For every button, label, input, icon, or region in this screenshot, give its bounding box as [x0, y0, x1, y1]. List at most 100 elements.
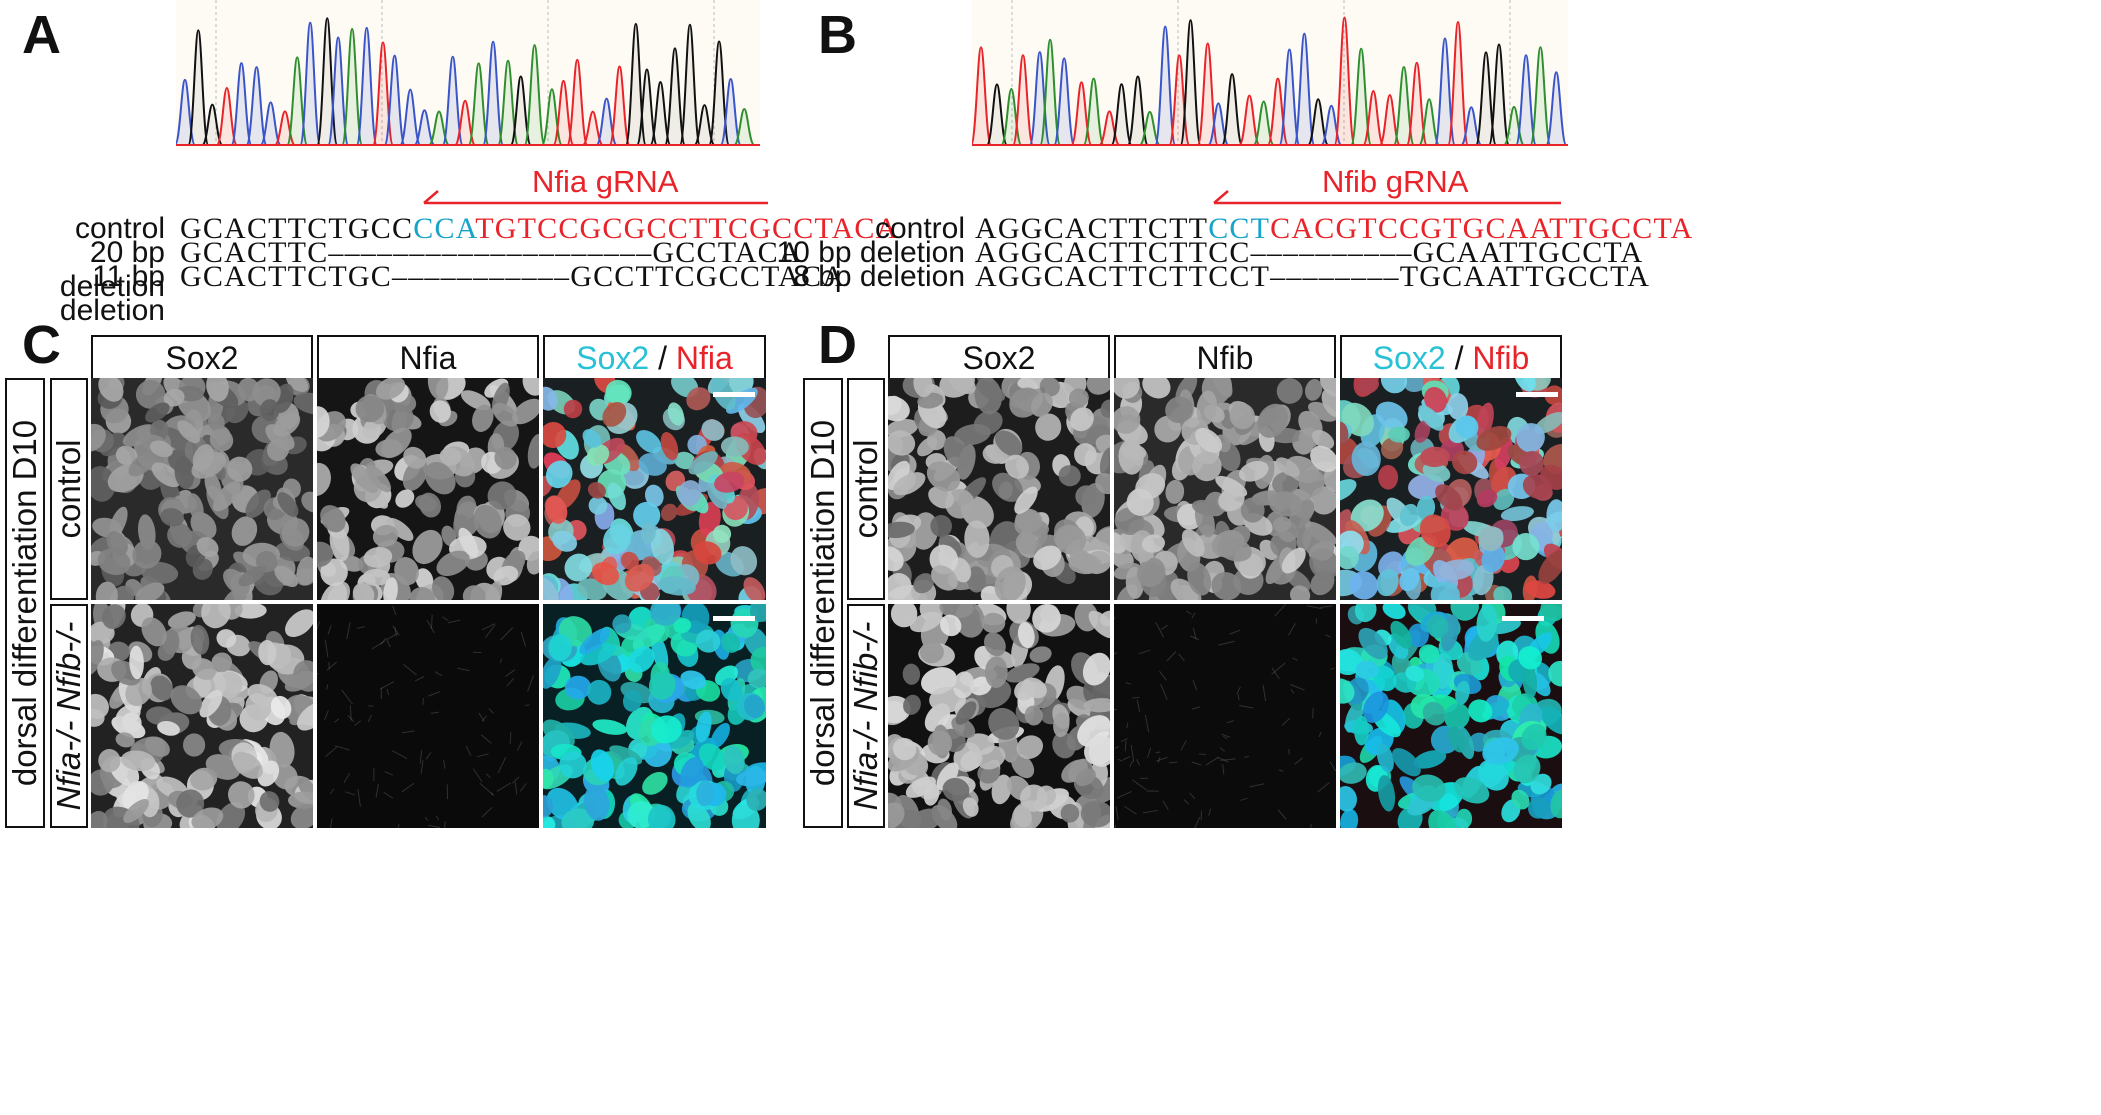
chromatogram-peak	[1154, 25, 1177, 146]
chromatogram-peak	[1362, 90, 1385, 146]
d-row-label-knockout: Nfia-/- Nfib-/-	[847, 604, 885, 828]
sequence-segment: GCACTTCTGC–––––––––––GCCTTCGCCTACA	[180, 260, 846, 293]
d-row-label-control: control	[847, 378, 885, 600]
chromatogram-peak	[201, 103, 224, 146]
d-row-control-text: control	[847, 439, 884, 539]
sequence-segment: AGGCACTTCTTCC––––––––––GCAATTGCCTA	[975, 236, 1644, 269]
chromatogram-peak	[1515, 54, 1538, 146]
chromatogram-peak	[663, 47, 686, 146]
grna-arrow-a	[423, 190, 768, 205]
c-image-knockout-sox2	[91, 604, 313, 828]
c-image-knockout-merge	[543, 604, 766, 828]
chromatogram-peak	[187, 29, 210, 146]
chromatogram-peak	[441, 55, 464, 146]
chromatogram-peak	[327, 36, 350, 146]
d-image-control-nfib	[1114, 378, 1336, 600]
merge-nfia-label: Nfia	[675, 340, 733, 376]
sequence-row-label: 11 bp deletion	[59, 260, 165, 327]
chromatogram-peak	[635, 68, 658, 146]
chromatogram-peak	[1529, 46, 1552, 146]
sequence-row-label: 20 bp deletion	[59, 236, 165, 303]
chromatogram-peak	[413, 109, 436, 146]
chromatogram-peak	[1012, 54, 1034, 146]
c-row-group-label: dorsal differentiation D10	[5, 378, 45, 828]
c-row-label-knockout: Nfia-/- Nfib-/-	[50, 604, 88, 828]
sequence-row: GCACTTCTGCCCCATGTCCGCGCCTTCGCCTACA	[180, 212, 899, 246]
chromatogram-peak	[985, 83, 1008, 146]
chromatogram-peak	[1138, 110, 1161, 146]
c-header-nfia: Nfia	[317, 335, 539, 381]
chromatogram-a-svg	[176, 0, 760, 146]
panel-label-d: D	[818, 315, 857, 375]
d-image-knockout-merge	[1340, 604, 1562, 828]
chromatogram-peak	[383, 54, 406, 146]
chromatogram-peak	[1221, 73, 1244, 146]
sequence-row: AGGCACTTCTTCCT––––––––TGCAATTGCCTA	[975, 260, 1650, 294]
chromatogram-peak	[1418, 98, 1441, 146]
merge-nfib-label: Nfib	[1472, 340, 1530, 376]
chromatogram-peak	[1238, 94, 1261, 146]
sequence-row: AGGCACTTCTTCCTCACGTCCGTGCAATTGCCTA	[975, 212, 1693, 246]
chromatogram-peak	[678, 23, 701, 146]
sequence-row-label: 10 bp deletion	[776, 236, 966, 269]
chromatogram-peak	[215, 86, 238, 146]
sequence-row: GCACTTC––––––––––––––––––––GCCTACA	[180, 236, 802, 270]
chromatogram-peak	[1039, 38, 1062, 146]
sequence-segment: TGTCCGCGCCTTCGCCTACA	[475, 212, 899, 245]
d-row-group-text: dorsal differentiation D10	[804, 419, 841, 787]
grna-arrow-b	[1213, 190, 1561, 205]
d-image-knockout-sox2	[888, 604, 1110, 828]
sequence-segment: AGGCACTTCTT	[975, 212, 1209, 245]
d-image-control-merge	[1340, 378, 1562, 600]
sequence-segment: GCACTTC––––––––––––––––––––GCCTACA	[180, 236, 802, 269]
chromatogram-peak	[1110, 83, 1133, 146]
sequence-row: GCACTTCTGC–––––––––––GCCTTCGCCTACA	[180, 260, 845, 294]
merge-sox2-label: Sox2	[576, 340, 650, 376]
c-header-sox2: Sox2	[91, 335, 313, 381]
merge-separator: /	[1445, 340, 1473, 376]
panel-label-a: A	[22, 5, 61, 65]
sequence-segment: CCT	[1208, 212, 1271, 245]
sequence-row: AGGCACTTCTTCC––––––––––GCAATTGCCTA	[975, 236, 1643, 270]
chromatogram-peak	[1053, 57, 1076, 146]
sequence-segment: CCA	[413, 212, 476, 245]
chromatogram-peak	[566, 58, 589, 146]
sequence-segment: GCACTTCTGCC	[180, 212, 414, 245]
scale-bar	[1502, 616, 1544, 621]
d-header-nfib: Nfib	[1114, 335, 1336, 381]
chromatogram-b	[972, 0, 1568, 150]
chromatogram-peak	[719, 77, 742, 146]
chromatogram-peak	[523, 44, 546, 146]
chromatogram-peak	[649, 81, 672, 146]
d-header-merge: Sox2 / Nfib	[1340, 335, 1562, 381]
c-image-control-sox2	[91, 378, 313, 600]
chromatogram-peak	[1293, 32, 1316, 146]
d-image-control-sox2	[888, 378, 1110, 600]
panel-label-b: B	[818, 5, 857, 65]
chromatogram-peak	[733, 107, 756, 146]
sequence-segment: CACGTCCGTGCAATTGCCTA	[1270, 212, 1694, 245]
sequence-row-label: 8 bp deletion	[793, 260, 965, 293]
d-row-group-label: dorsal differentiation D10	[803, 378, 843, 828]
chromatogram-peak	[608, 65, 631, 146]
merge-sox2-label: Sox2	[1372, 340, 1446, 376]
chromatogram-peak	[259, 101, 282, 146]
d-header-sox2: Sox2	[888, 335, 1110, 381]
d-image-knockout-nfib	[1114, 604, 1336, 828]
sequence-segment: AGGCACTTCTTCCT––––––––TGCAATTGCCTA	[975, 260, 1651, 293]
chromatogram-b-svg	[972, 0, 1568, 146]
chromatogram-peak	[1179, 19, 1202, 146]
chromatogram-peak	[467, 62, 490, 146]
chromatogram-peak	[399, 88, 422, 146]
chromatogram-peak	[1545, 71, 1568, 146]
c-row-group-text: dorsal differentiation D10	[6, 419, 43, 787]
grna-label-a: Nfia gRNA	[532, 164, 679, 199]
d-row-knockout-text: Nfia-/- Nfib-/-	[847, 621, 884, 811]
chromatogram-peak	[1082, 77, 1105, 146]
chromatogram-peak	[1278, 48, 1301, 146]
chromatogram-peak	[299, 21, 322, 146]
chromatogram-peak	[972, 46, 992, 146]
sequence-row-label: control	[874, 212, 965, 245]
panel-label-c: C	[22, 315, 61, 375]
scale-bar	[1516, 392, 1558, 397]
